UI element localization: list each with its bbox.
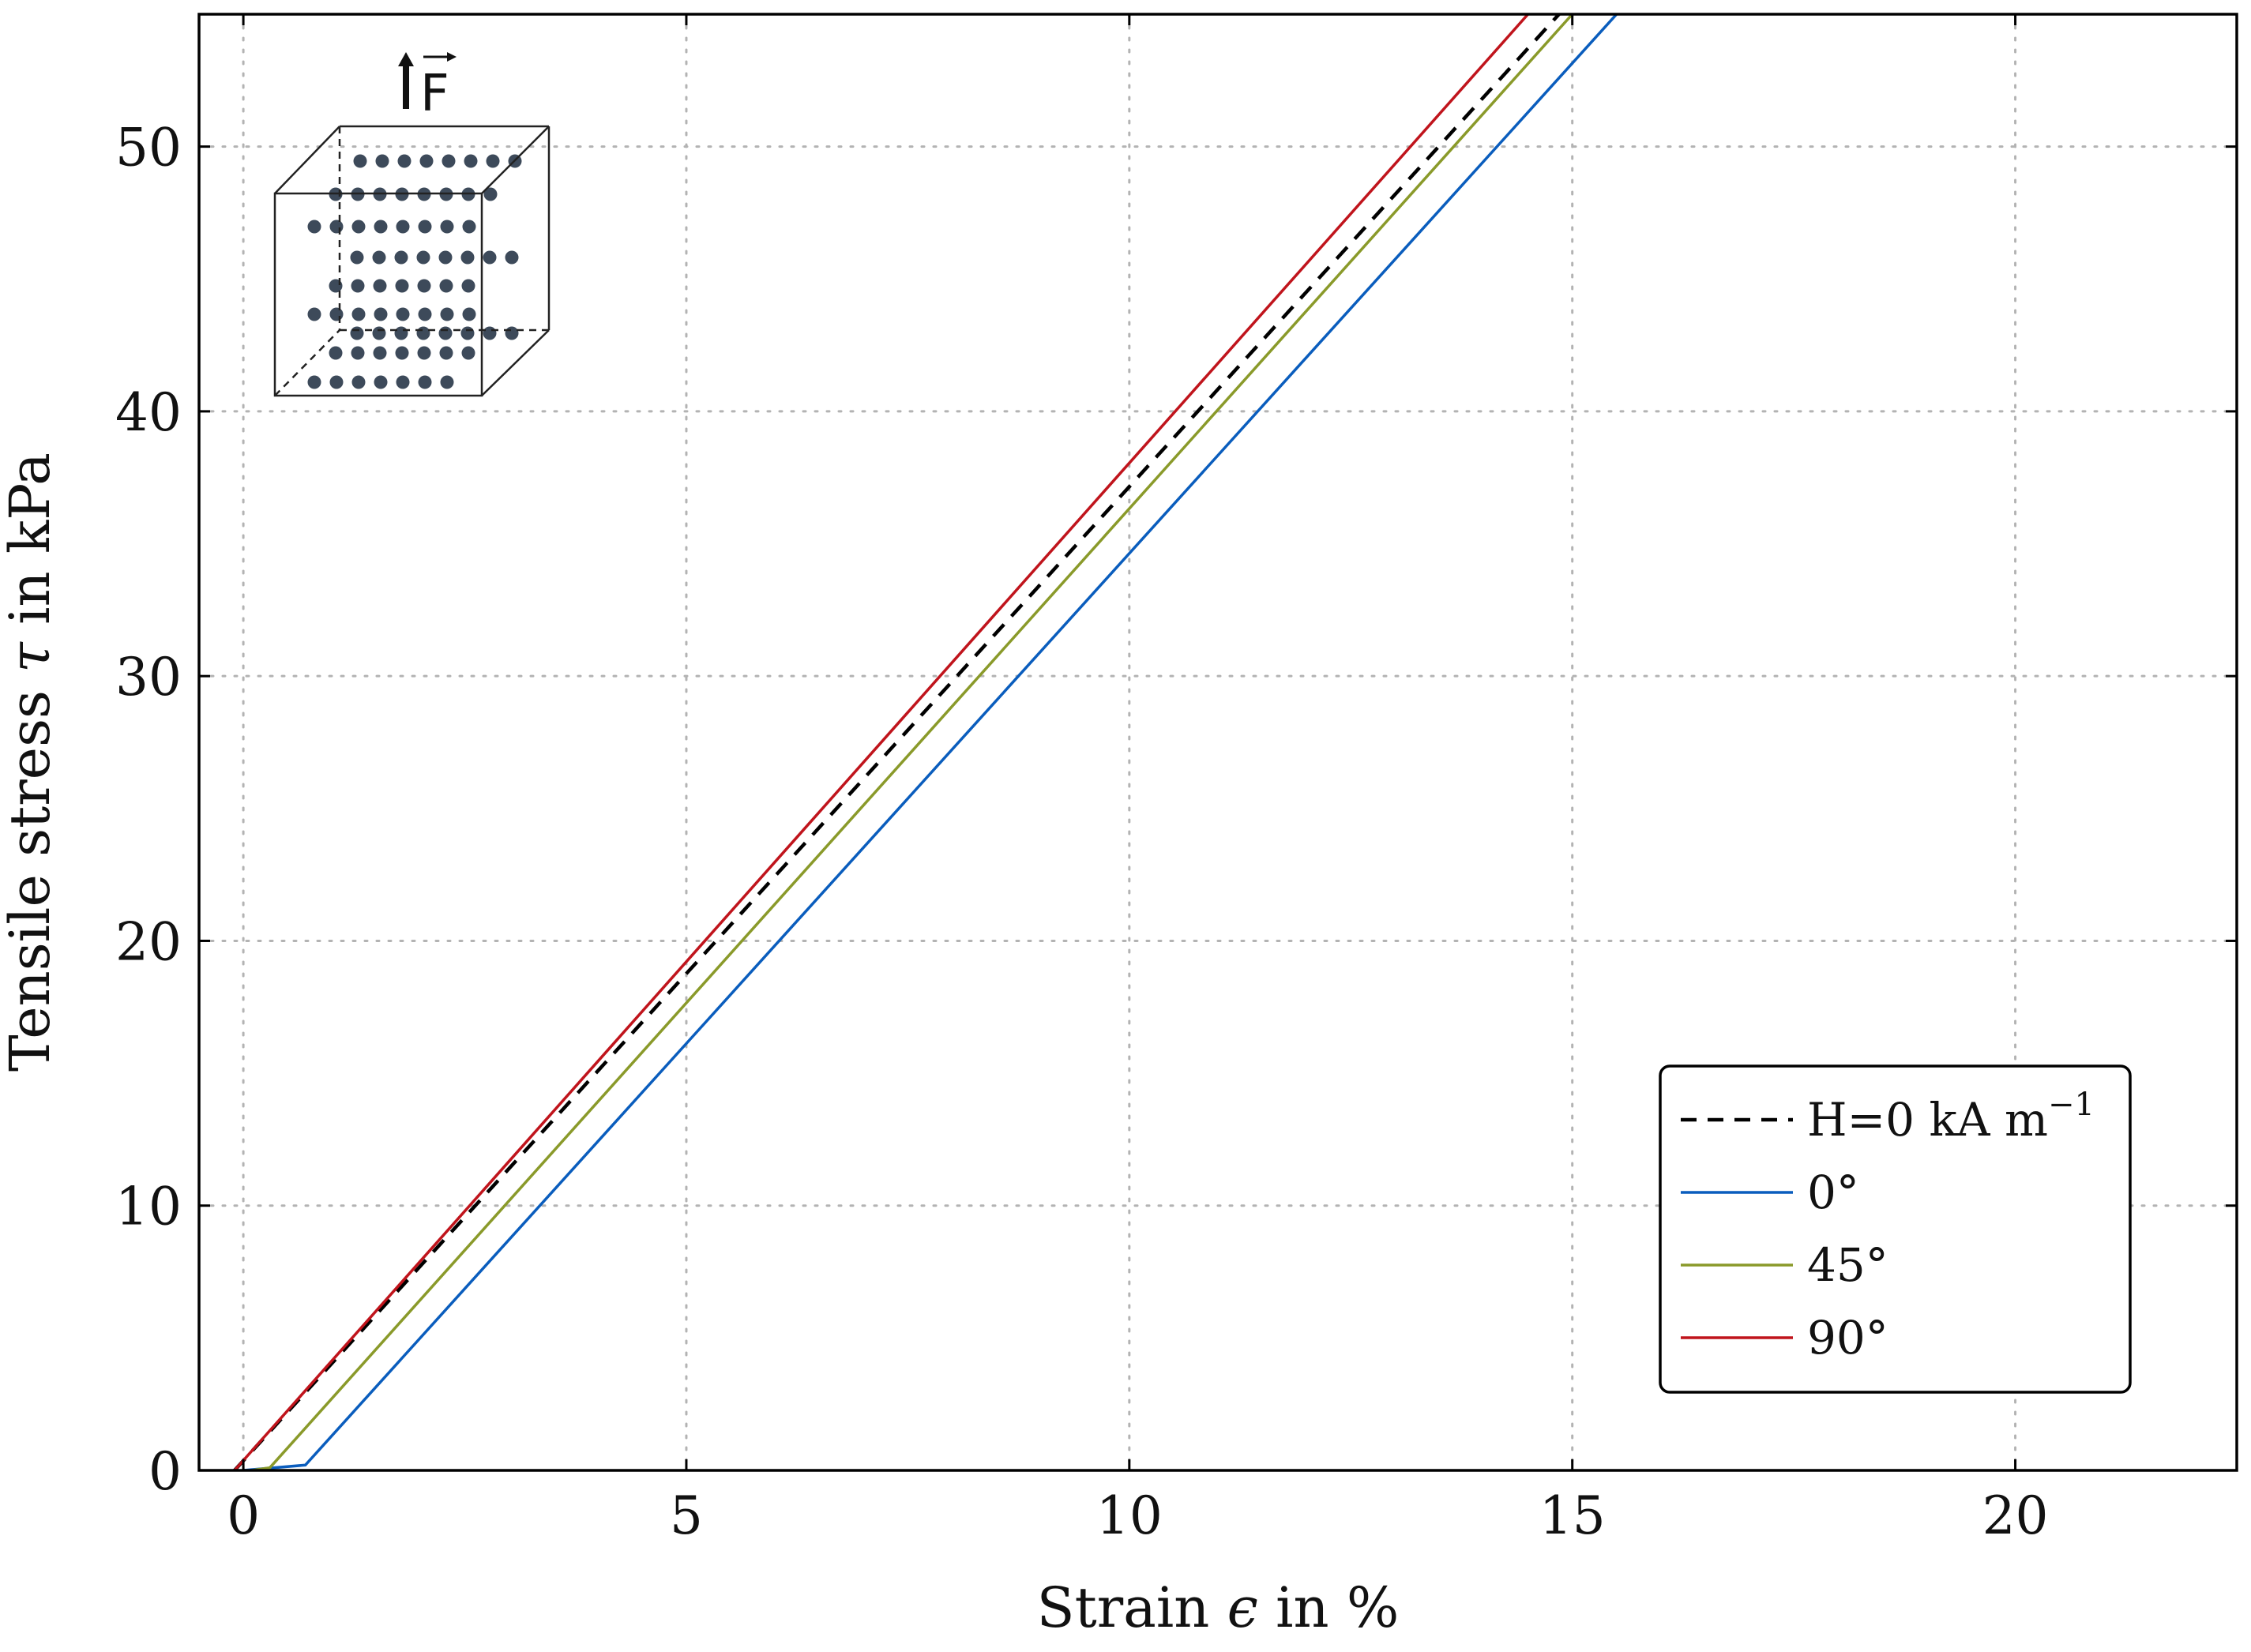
particle-dot (440, 375, 454, 389)
y-tick-label: 20 (115, 911, 182, 972)
legend-label-1: 0° (1807, 1166, 1859, 1219)
particle-dot (397, 154, 411, 168)
particle-dot (418, 220, 432, 234)
particle-dot (417, 346, 431, 360)
particle-dot (440, 307, 454, 321)
particle-dot (307, 375, 321, 389)
particle-dot (351, 220, 366, 234)
particle-dot (396, 220, 410, 234)
particle-dot (439, 279, 453, 293)
x-tick-label: 10 (1096, 1485, 1163, 1546)
particle-dot (307, 220, 321, 234)
particle-dot (417, 279, 431, 293)
series-line-2 (252, 14, 1574, 1470)
particle-dot (461, 279, 475, 293)
series-line-0 (233, 14, 1561, 1470)
y-tick-label: 10 (115, 1177, 182, 1237)
particle-dot (462, 307, 476, 321)
force-label: F (420, 65, 449, 123)
particle-dot (373, 279, 387, 293)
particle-dot (375, 154, 389, 168)
tick-layer: 0 5 10 15 20 0 10 20 30 40 50 (115, 14, 2237, 1546)
particle-dot (329, 375, 344, 389)
particle-dot (442, 154, 456, 168)
x-tick-label: 20 (1982, 1485, 2049, 1546)
particle-dot (329, 346, 343, 360)
particle-dot (460, 250, 475, 265)
particle-dot (396, 307, 410, 321)
particle-dot (483, 250, 497, 265)
particle-dot (374, 375, 388, 389)
x-axis-title: Strain ϵ in % (1037, 1575, 1400, 1640)
particle-dot (394, 250, 408, 265)
particle-dot (329, 307, 344, 321)
legend-label-2: 45° (1807, 1238, 1888, 1292)
legend-box (1659, 1064, 2132, 1394)
particle-dot (462, 220, 476, 234)
particle-dot (374, 307, 388, 321)
y-tick-label: 30 (115, 647, 182, 708)
particle-dot (416, 250, 430, 265)
particle-dot (418, 375, 432, 389)
x-tick-label: 15 (1539, 1485, 1606, 1546)
x-tick-label: 0 (227, 1485, 260, 1546)
particle-dot (439, 346, 453, 360)
particle-dot (461, 346, 475, 360)
particle-dot (395, 279, 409, 293)
force-arrow-icon: F (398, 52, 457, 123)
particle-dot (329, 220, 344, 234)
cube-icon (273, 125, 551, 397)
particle-dot (307, 307, 321, 321)
particle-dot (351, 346, 365, 360)
particle-dot (351, 279, 365, 293)
particle-dot (374, 220, 388, 234)
particle-dot (351, 375, 366, 389)
particle-dot (418, 307, 432, 321)
particle-dot (394, 326, 408, 340)
particle-dot (396, 375, 410, 389)
y-tick-label: 50 (115, 118, 182, 178)
particle-dot (460, 326, 475, 340)
particle-dot (486, 154, 500, 168)
particle-dot (440, 220, 454, 234)
particle-dot (483, 187, 498, 201)
particle-dot (350, 250, 364, 265)
inset-cube-diagram: F (273, 52, 551, 397)
legend-label-0: H=0 kA m−1 (1807, 1087, 2095, 1147)
plot-frame (197, 13, 2238, 1472)
y-tick-label: 0 (148, 1441, 182, 1502)
particle-dot (351, 307, 366, 321)
particle-dot (505, 326, 519, 340)
particle-dot (438, 250, 453, 265)
particle-dot (373, 346, 387, 360)
particle-dot (372, 326, 386, 340)
particle-dot (350, 326, 364, 340)
legend: H=0 kA m−1 0° 45° 90° (1659, 1064, 2132, 1394)
series-line-3 (233, 14, 1529, 1470)
particle-dot (372, 250, 386, 265)
particle-dot (419, 154, 434, 168)
particle-dot (483, 326, 497, 340)
particle-dot (464, 154, 478, 168)
legend-label-3: 90° (1807, 1311, 1888, 1365)
particle-dot (416, 326, 430, 340)
y-axis-title: Tensile stress τ in kPa (0, 452, 62, 1072)
series-layer (233, 14, 1618, 1470)
y-tick-label: 40 (115, 382, 182, 443)
x-tick-label: 5 (670, 1485, 703, 1546)
particle-dot (505, 250, 519, 265)
particle-dot (438, 326, 453, 340)
particle-dot (395, 346, 409, 360)
particle-dot (353, 154, 367, 168)
